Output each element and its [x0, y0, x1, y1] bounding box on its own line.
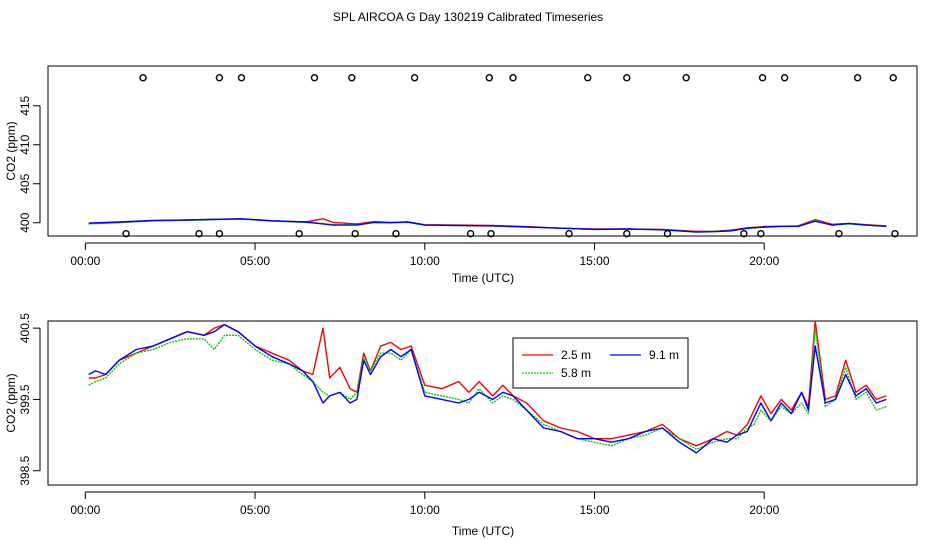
series-line-2-5-m — [88, 320, 887, 447]
legend: 2.5 m 5.8 m 9.1 m — [512, 337, 689, 389]
marker-high — [310, 73, 319, 82]
marker-high — [215, 73, 224, 82]
marker-high — [410, 73, 419, 82]
panel-1-all-data: 00:00 05:00 10:00 15:00 20:00 400 405 410 415 T… — [4, 65, 918, 285]
panel-1-frame — [47, 65, 918, 237]
marker-low — [195, 229, 203, 238]
panel-1-markers — [122, 73, 899, 238]
x-tick-label: 20:00 — [749, 254, 779, 268]
panel-2-zoomed: 00:00 05:00 10:00 15:00 20:00 398.5 399.5 400.… — [4, 313, 918, 538]
x-tick-label: 00:00 — [70, 254, 100, 268]
panel-2-frame — [47, 320, 918, 486]
marker-low — [757, 229, 765, 238]
y-tick-label: 415 — [18, 95, 32, 115]
x-tick-label: 05:00 — [240, 254, 270, 268]
x-tick-label: 20:00 — [749, 503, 779, 517]
marker-high — [758, 73, 767, 82]
x-tick-label: 10:00 — [410, 503, 440, 517]
marker-low — [215, 229, 224, 238]
figure-title: SPL AIRCOA G Day 130219 Calibrated Times… — [333, 10, 603, 24]
panel-2-x-label: Time (UTC) — [452, 524, 514, 538]
marker-low — [835, 229, 843, 238]
marker-high — [780, 73, 789, 82]
marker-low — [623, 229, 631, 238]
panel-2-series — [88, 320, 887, 454]
marker-low — [295, 229, 303, 238]
legend-label-9-1m: 9.1 m — [649, 348, 679, 362]
legend-box — [512, 337, 689, 389]
marker-low — [663, 229, 672, 238]
marker-high — [584, 73, 592, 82]
legend-label-2-5m: 2.5 m — [561, 348, 591, 362]
panel-2-y-label: CO2 (ppm) — [4, 373, 18, 432]
y-tick-label: 410 — [18, 134, 32, 154]
marker-low — [740, 229, 748, 238]
panel-1-x-axis: 00:00 05:00 10:00 15:00 20:00 — [70, 242, 780, 268]
x-tick-label: 00:00 — [70, 503, 100, 517]
y-tick-label: 400 — [18, 212, 32, 232]
marker-high — [889, 73, 897, 82]
marker-high — [139, 73, 147, 82]
panel-2-x-axis: 00:00 05:00 10:00 15:00 20:00 — [70, 491, 780, 517]
x-tick-label: 05:00 — [240, 503, 270, 517]
marker-high — [485, 73, 493, 82]
marker-low — [466, 229, 475, 238]
marker-high — [853, 73, 862, 82]
series-line-9-1-m — [88, 323, 887, 454]
x-tick-label: 15:00 — [580, 254, 610, 268]
y-tick-label: 405 — [18, 173, 32, 193]
marker-high — [237, 73, 246, 82]
panel-1-x-label: Time (UTC) — [452, 271, 514, 285]
series-line-9-1-m — [88, 218, 887, 233]
marker-low — [891, 229, 899, 238]
marker-high — [348, 73, 356, 82]
marker-low — [122, 229, 130, 238]
panel-2-y-axis: 398.5 399.5 400.5 — [18, 313, 41, 486]
marker-high — [623, 73, 631, 82]
y-tick-label: 400.5 — [18, 313, 32, 343]
series-line-2-5-m — [88, 218, 887, 233]
marker-high — [509, 73, 517, 82]
panel-1-y-axis: 400 405 410 415 — [18, 95, 41, 233]
x-tick-label: 10:00 — [410, 254, 440, 268]
marker-high — [682, 73, 690, 82]
panel-1-series — [88, 218, 887, 233]
y-tick-label: 399.5 — [18, 384, 32, 414]
x-tick-label: 15:00 — [580, 503, 610, 517]
marker-low — [392, 229, 400, 238]
y-tick-label: 398.5 — [18, 455, 32, 485]
marker-low — [565, 229, 573, 238]
series-line-5-8-m — [88, 327, 887, 450]
marker-low — [487, 229, 495, 238]
marker-low — [351, 229, 359, 238]
panel-1-y-label: CO2 (ppm) — [4, 121, 18, 180]
legend-label-5-8m: 5.8 m — [561, 366, 591, 380]
